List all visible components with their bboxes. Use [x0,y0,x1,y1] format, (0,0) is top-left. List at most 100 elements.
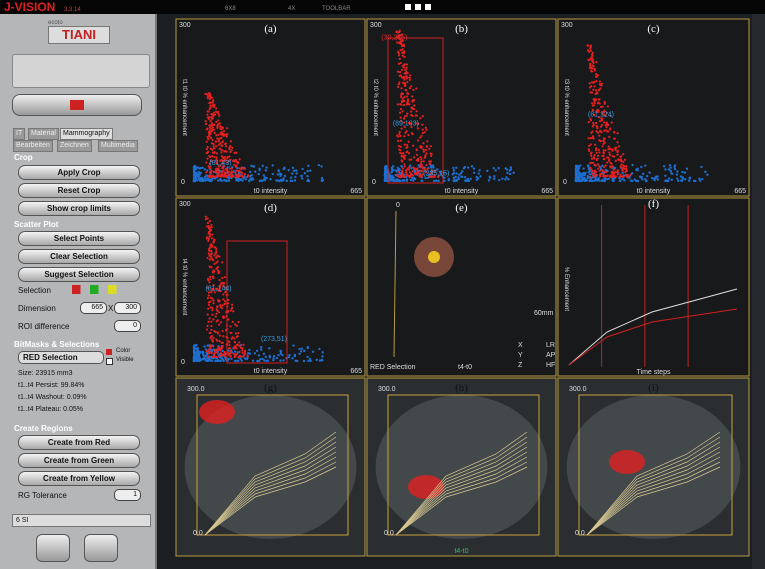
scatter-dot [403,143,406,146]
y-max-label: 300.0 [569,386,587,393]
scatter-dot [289,179,293,183]
scatter-dot [607,148,610,151]
scatter-dot [398,29,401,32]
layout-button[interactable]: 6X8 [225,6,236,12]
scatter-dot [397,178,400,182]
scatter-dot [589,45,592,48]
scatter-dot [597,148,600,151]
scatter-dot [229,175,232,178]
scatter-dot [205,140,208,143]
scatter-dot [406,100,410,103]
scatter-dot [213,151,216,154]
view-toggle[interactable] [415,4,421,10]
tab[interactable]: Material [28,128,59,140]
scatter-dot [311,350,315,353]
scatter-dot [410,113,413,117]
curve [586,436,721,536]
tab[interactable]: Multimedia [98,140,138,152]
y-min-label: 0 [181,179,185,186]
color-swatch[interactable] [106,349,112,355]
label: ROI difference [18,322,70,331]
scatter-dot [216,269,220,272]
scatter-dot [240,359,243,362]
scatter-dot [220,347,223,351]
scatter-dot [248,179,251,182]
scatter-dot [399,139,402,142]
selection-colors[interactable] [72,285,132,294]
scatter-dot [292,169,296,172]
scatter-dot [592,179,596,183]
scatter-dot [258,168,261,172]
icon-button[interactable] [36,534,70,562]
scatter-dot [394,173,397,177]
scatter-dot [608,135,611,138]
button[interactable]: Create from Red [18,435,140,450]
tab[interactable]: Mammography [60,128,113,140]
input[interactable]: 300 [114,302,141,314]
input[interactable]: 665 [80,302,107,314]
toolbar-button[interactable]: TOOLBAR [322,6,351,12]
tool-button[interactable] [12,94,142,116]
scatter-dot [195,344,198,347]
scatter-dot [414,114,417,117]
button[interactable]: Show crop limits [18,201,140,216]
scatter-dot [242,354,246,357]
scatter-dot [592,121,595,125]
scatter-dot [588,175,592,179]
scatter-dot [437,175,440,179]
scatter-dot [227,298,230,302]
scatter-dot [587,171,590,174]
scatter-dot [598,120,602,123]
button[interactable]: Clear Selection [18,249,140,264]
button[interactable]: Reset Crop [18,183,140,198]
scatter-dot [232,310,235,313]
curve [586,441,721,536]
scatter-dot [303,349,306,353]
icon-button[interactable] [84,534,118,562]
scatter-dot [623,158,627,161]
scatter-dot [591,130,594,133]
view-toggle[interactable] [405,4,411,10]
scatter-dot [211,148,214,151]
scatter-dot [243,173,246,176]
scatter-dot [589,69,593,72]
scatter-dot [591,135,595,138]
scatter-dot [624,170,627,174]
scatter-dot [215,158,218,161]
scatter-dot [220,149,224,152]
scatter-dot [397,175,400,178]
input[interactable]: 0 [114,320,141,332]
button[interactable]: Create from Yellow [18,471,140,486]
scatter-dot [206,313,209,316]
button[interactable]: Select Points [18,231,140,246]
tab[interactable]: Zeichnen [57,140,92,152]
scatter-dot [234,323,237,326]
selection-box [226,240,288,364]
checkbox[interactable] [106,358,113,365]
scatter-dot [210,124,213,128]
scatter-dot [684,178,687,181]
view-toggle[interactable] [425,4,431,10]
zoom-button[interactable]: 4X [288,6,295,12]
button[interactable]: Suggest Selection [18,267,140,282]
dropdown[interactable]: RED Selection [18,351,104,364]
scatter-dot [590,161,593,164]
scatter-dot [222,175,225,178]
scatter-dot [594,143,597,146]
y-axis-label: t2 t0 % enhancement [372,79,378,136]
button[interactable]: Apply Crop [18,165,140,180]
scatter-dot [208,107,211,111]
scatter-dot [610,170,613,174]
tab[interactable]: Bearbeiten [13,140,53,152]
scatter-dot [593,80,596,83]
scatter-dot [623,165,626,168]
scatter-dot [299,350,303,353]
scatter-dot [320,358,324,362]
scatter-dot [603,137,606,140]
input[interactable]: 1 [114,489,141,501]
scatter-dot [221,345,224,348]
tab[interactable]: IT [13,128,26,140]
scatter-dot [209,233,212,236]
scatter-dot [402,103,406,107]
button[interactable]: Create from Green [18,453,140,468]
